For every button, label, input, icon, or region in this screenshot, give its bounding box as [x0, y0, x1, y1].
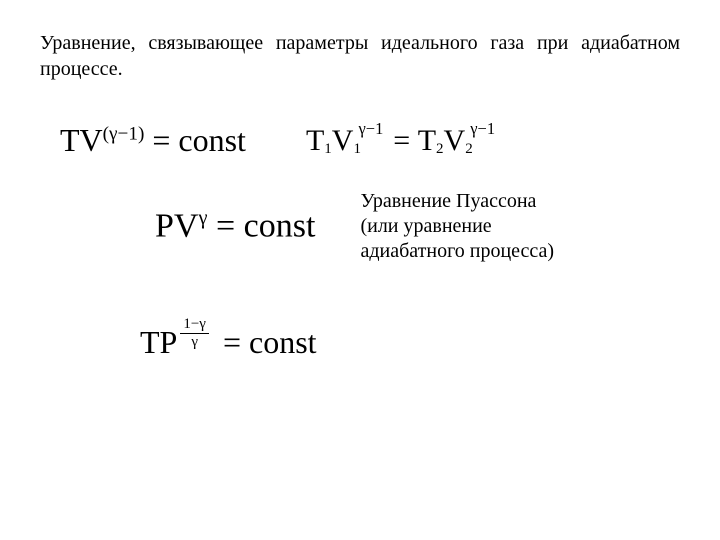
eq2-subV2: 2 — [465, 141, 473, 157]
eq4-frac-den: γ — [191, 334, 198, 350]
eq4-fraction-exponent: 1−γ γ — [180, 317, 209, 350]
equation-pv-gamma: PVγ = const — [155, 207, 315, 245]
equation-tv-gamma: TV(γ−1) = const — [60, 122, 246, 159]
eq3-rhs: = const — [208, 208, 316, 245]
eq2-V2: V — [444, 124, 466, 157]
eq1-exp: (γ−1) — [103, 123, 145, 144]
equation-tp-gamma: TP 1−γ γ = const — [140, 324, 680, 361]
intro-paragraph: Уравнение, связывающее параметры идеальн… — [40, 30, 680, 82]
poisson-description: Уравнение Пуассона (или уравнение адиаба… — [360, 189, 554, 264]
eq1-rhs: = const — [152, 122, 246, 158]
desc-line2: (или уравнение — [360, 214, 554, 239]
eq2-subV1: 1 — [353, 141, 361, 157]
eq2-sub1: 1 — [324, 141, 332, 157]
eq3-P: P — [155, 208, 174, 245]
desc-line3: адиабатного процесса) — [360, 239, 554, 264]
eq2-exp1: γ−1 — [358, 119, 383, 138]
eq2-sub2: 2 — [436, 141, 444, 157]
eq1-T: T — [60, 122, 80, 158]
equation-t1v1-t2v2: T1V1γ−1 = T2V2γ−1 — [306, 124, 498, 158]
eq4-TP: TP — [140, 324, 177, 361]
eq4-rhs: = const — [223, 324, 317, 361]
eq2-exp2: γ−1 — [470, 119, 495, 138]
eq3-V: V — [174, 208, 199, 245]
equation-row-1: TV(γ−1) = const T1V1γ−1 = T2V2γ−1 — [40, 122, 680, 159]
eq2-V1: V — [332, 124, 354, 157]
eq3-exp: γ — [198, 207, 207, 229]
eq2-eq: = — [386, 124, 418, 157]
eq2-T2: T — [418, 124, 436, 157]
eq2-T1: T — [306, 124, 324, 157]
desc-line1: Уравнение Пуассона — [360, 189, 554, 214]
eq4-frac-num: 1−γ — [180, 317, 209, 334]
equation-row-2: PVγ = const Уравнение Пуассона (или урав… — [40, 189, 680, 264]
eq1-V: V — [80, 122, 103, 158]
